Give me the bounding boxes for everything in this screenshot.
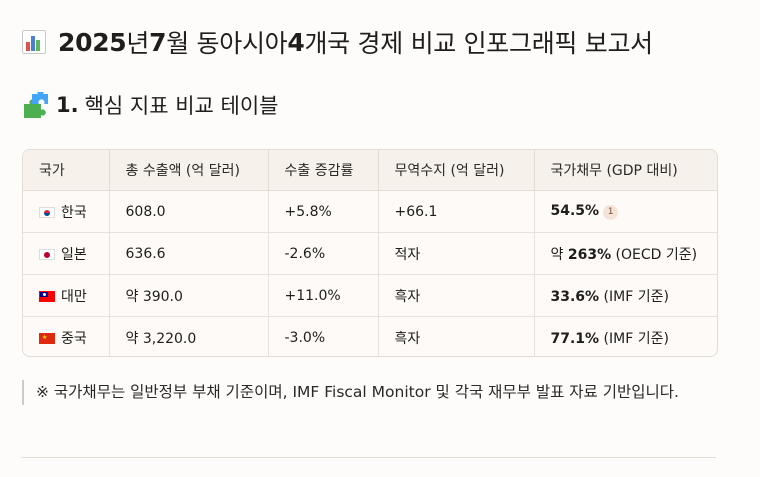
section-heading: 1. 핵심 지표 비교 테이블 [22, 89, 279, 120]
debt-cell: 77.1% (IMF 기준) [550, 330, 669, 347]
taiwan-flag-icon [39, 290, 55, 302]
table-row: 대만 약 390.0 +11.0% 흑자 33.6% (IMF 기준) [23, 274, 717, 317]
debt-cell: 약 263% (OECD 기준) [534, 232, 717, 275]
japan-flag-icon [39, 248, 55, 260]
country-name: 중국 [61, 330, 87, 347]
country-cell: ★ 중국 [23, 316, 110, 356]
bar-chart-icon [22, 30, 46, 54]
exports-cell: 636.6 [109, 232, 269, 275]
debt-cell: 33.6% (IMF 기준) [534, 274, 717, 317]
country-name: 대만 [61, 288, 87, 305]
growth-cell: +11.0% [268, 274, 379, 317]
china-flag-icon: ★ [39, 332, 55, 344]
table-row: ★ 중국 약 3,220.0 -3.0% 흑자 77.1% (IMF 기준) [23, 316, 717, 356]
puzzle-piece-icon [22, 89, 50, 118]
balance-cell: 적자 [378, 232, 535, 275]
korea-flag-icon [39, 206, 55, 218]
balance-cell: 흑자 [378, 316, 535, 356]
balance-cell: +66.1 [378, 190, 535, 233]
header-growth: 수출 증감률 [268, 150, 379, 191]
debt-cell: 54.5% 1 [534, 190, 717, 233]
exports-cell: 약 3,220.0 [109, 316, 269, 356]
exports-cell: 608.0 [109, 190, 269, 233]
growth-cell: +5.8% [268, 190, 379, 233]
growth-cell: -3.0% [268, 316, 379, 356]
header-balance: 무역수지 (억 달러) [378, 150, 535, 191]
footnote: ※ 국가채무는 일반정부 부채 기준이며, IMF Fiscal Monitor… [22, 380, 726, 405]
balance-cell: 흑자 [378, 274, 535, 317]
header-country: 국가 [23, 150, 110, 191]
country-cell: 한국 [23, 190, 110, 233]
header-exports: 총 수출액 (억 달러) [109, 150, 269, 191]
table-header-row: 국가 총 수출액 (억 달러) 수출 증감률 무역수지 (억 달러) 국가채무 … [23, 150, 717, 191]
comparison-table: 국가 총 수출액 (억 달러) 수출 증감률 무역수지 (억 달러) 국가채무 … [22, 149, 718, 357]
citation-badge[interactable]: 1 [603, 205, 619, 220]
exports-cell: 약 390.0 [109, 274, 269, 317]
country-cell: 대만 [23, 274, 110, 317]
country-name: 일본 [61, 246, 87, 263]
table-row: 한국 608.0 +5.8% +66.1 54.5% 1 [23, 190, 717, 233]
table-row: 일본 636.6 -2.6% 적자 약 263% (OECD 기준) [23, 232, 717, 275]
country-cell: 일본 [23, 232, 110, 275]
divider [22, 457, 716, 458]
country-name: 한국 [61, 204, 87, 221]
header-debt: 국가채무 (GDP 대비) [534, 150, 717, 191]
growth-cell: -2.6% [268, 232, 379, 275]
